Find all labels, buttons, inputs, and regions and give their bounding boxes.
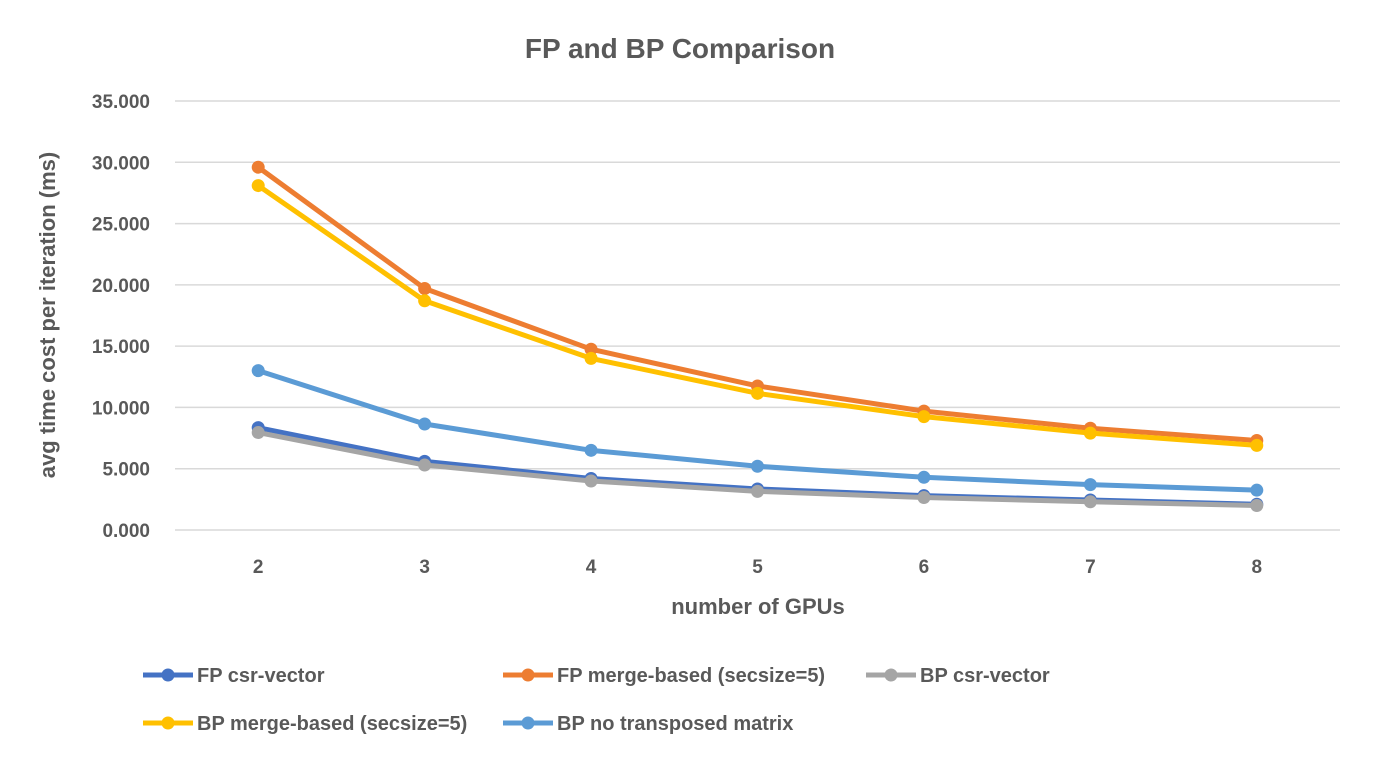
series-5 [251, 364, 1264, 497]
data-point [251, 426, 265, 440]
legend-item: BP no transposed matrix [503, 713, 793, 735]
data-point [584, 342, 598, 356]
legend: FP csr-vector FP merge-based (secsize=5) B… [143, 665, 1050, 735]
legend-item: FP csr-vector [143, 665, 325, 687]
legend-label: BP csr-vector [920, 665, 1050, 687]
y-axis-title: avg time cost per iteration (ms) [35, 152, 60, 478]
data-point [917, 491, 931, 505]
series-lines [251, 160, 1264, 512]
x-tick-label: 7 [1085, 557, 1096, 578]
y-tick-label: 15.000 [92, 337, 150, 358]
x-tick-label: 3 [419, 557, 430, 578]
data-point [418, 294, 432, 308]
x-axis-ticks: 2 3 4 5 6 7 8 [253, 557, 1262, 578]
x-tick-label: 5 [752, 557, 763, 578]
legend-marker [884, 668, 898, 682]
data-point [418, 417, 432, 431]
x-tick-label: 8 [1251, 557, 1262, 578]
legend-label: FP merge-based (secsize=5) [557, 665, 825, 687]
data-point [917, 470, 931, 484]
data-point [251, 364, 265, 378]
series-line [255, 183, 1260, 448]
data-point [1250, 498, 1264, 512]
legend-item: BP merge-based (secsize=5) [143, 713, 467, 735]
data-point [751, 386, 764, 400]
legend-label: FP csr-vector [197, 665, 325, 687]
series-3 [251, 426, 1264, 512]
legend-label: BP merge-based (secsize=5) [197, 713, 467, 735]
legend-marker [521, 668, 535, 682]
x-tick-label: 2 [253, 557, 264, 578]
series-4 [251, 179, 1264, 452]
x-tick-label: 6 [919, 557, 930, 578]
y-tick-label: 20.000 [92, 276, 150, 297]
data-point [917, 410, 931, 424]
x-tick-label: 4 [586, 557, 597, 578]
x-axis-title: number of GPUs [671, 594, 845, 619]
data-point [251, 160, 265, 174]
y-tick-label: 25.000 [92, 215, 150, 236]
data-point [1083, 478, 1097, 492]
legend-marker [161, 668, 175, 682]
y-tick-label: 10.000 [92, 398, 150, 419]
data-point [584, 443, 598, 457]
y-tick-label: 35.000 [92, 92, 150, 113]
data-point [1083, 426, 1097, 440]
legend-item: BP csr-vector [866, 665, 1050, 687]
legend-marker [161, 716, 175, 730]
data-point [751, 459, 764, 473]
y-tick-label: 0.000 [102, 521, 150, 542]
data-point [1083, 495, 1097, 509]
y-axis-ticks: 0.000 5.000 10.000 15.000 20.000 25.000 30.000… [92, 92, 150, 542]
series-2 [251, 160, 1264, 448]
data-point [418, 458, 432, 472]
data-point [1250, 483, 1264, 497]
data-point [251, 179, 265, 193]
data-point [751, 484, 764, 498]
data-point [1250, 438, 1264, 452]
legend-marker [521, 716, 535, 730]
y-tick-label: 30.000 [92, 153, 150, 174]
legend-label: BP no transposed matrix [557, 713, 793, 735]
y-tick-label: 5.000 [102, 460, 150, 481]
data-point [418, 282, 432, 296]
legend-item: FP merge-based (secsize=5) [503, 665, 825, 687]
data-point [584, 351, 598, 365]
chart-title: FP and BP Comparison [525, 33, 835, 64]
data-point [584, 474, 598, 488]
